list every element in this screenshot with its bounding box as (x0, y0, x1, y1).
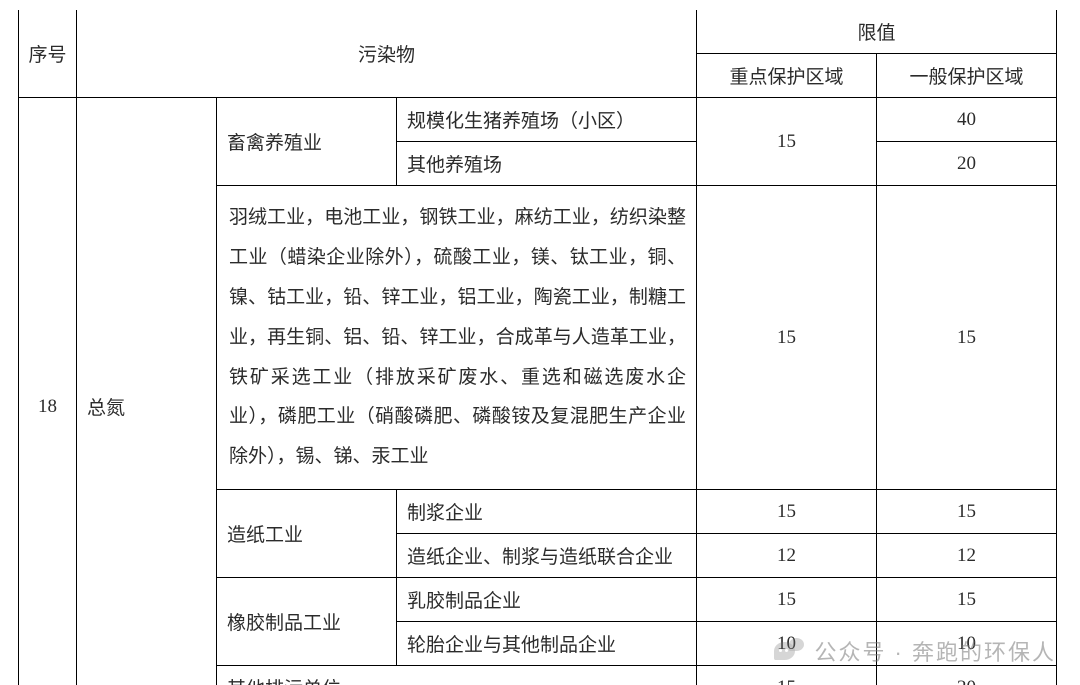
cell-value: 20 (877, 666, 1057, 685)
cell-paper-sub2: 造纸企业、制浆与造纸联合企业 (397, 534, 697, 578)
limits-table: 序号 污染物 限值 重点保护区域 一般保护区域 18 总氮 畜禽养殖业 规模化生… (18, 10, 1062, 685)
table-header-row: 序号 污染物 限值 (19, 10, 1062, 54)
cell-value: 15 (877, 578, 1057, 622)
cell-pollutant-name: 总氮 (77, 98, 217, 685)
cell-livestock-sub1: 规模化生猪养殖场（小区） (397, 98, 697, 142)
col-limit: 限值 (697, 10, 1057, 54)
cell-value: 15 (697, 490, 877, 534)
table-row: 18 总氮 畜禽养殖业 规模化生猪养殖场（小区） 15 40 (19, 98, 1062, 142)
cell-paper-label: 造纸工业 (217, 490, 397, 578)
col-seq: 序号 (19, 10, 77, 98)
cell-value: 15 (877, 186, 1057, 490)
cell-rubber-label: 橡胶制品工业 (217, 578, 397, 666)
cell-rubber-sub2: 轮胎企业与其他制品企业 (397, 622, 697, 666)
cell-value: 15 (877, 490, 1057, 534)
cell-value: 20 (877, 142, 1057, 186)
cell-livestock-label: 畜禽养殖业 (217, 98, 397, 186)
col-pollutant: 污染物 (77, 10, 697, 98)
cell-value: 10 (877, 622, 1057, 666)
col-key-zone: 重点保护区域 (697, 54, 877, 98)
cell-other-label: 其他排污单位 (217, 666, 697, 685)
cell-value: 15 (697, 98, 877, 186)
cell-value: 40 (877, 98, 1057, 142)
col-general-zone: 一般保护区域 (877, 54, 1057, 98)
cell-value: 12 (877, 534, 1057, 578)
cell-industries-text: 羽绒工业，电池工业，钢铁工业，麻纺工业，纺织染整工业（蜡染企业除外），硫酸工业，… (217, 186, 697, 490)
cell-livestock-sub2: 其他养殖场 (397, 142, 697, 186)
cell-paper-sub1: 制浆企业 (397, 490, 697, 534)
cell-value: 15 (697, 578, 877, 622)
cell-value: 12 (697, 534, 877, 578)
cell-value: 15 (697, 666, 877, 685)
cell-value: 15 (697, 186, 877, 490)
cell-rubber-sub1: 乳胶制品企业 (397, 578, 697, 622)
cell-seq: 18 (19, 98, 77, 685)
cell-value: 10 (697, 622, 877, 666)
document-page: 序号 污染物 限值 重点保护区域 一般保护区域 18 总氮 畜禽养殖业 规模化生… (0, 0, 1080, 685)
